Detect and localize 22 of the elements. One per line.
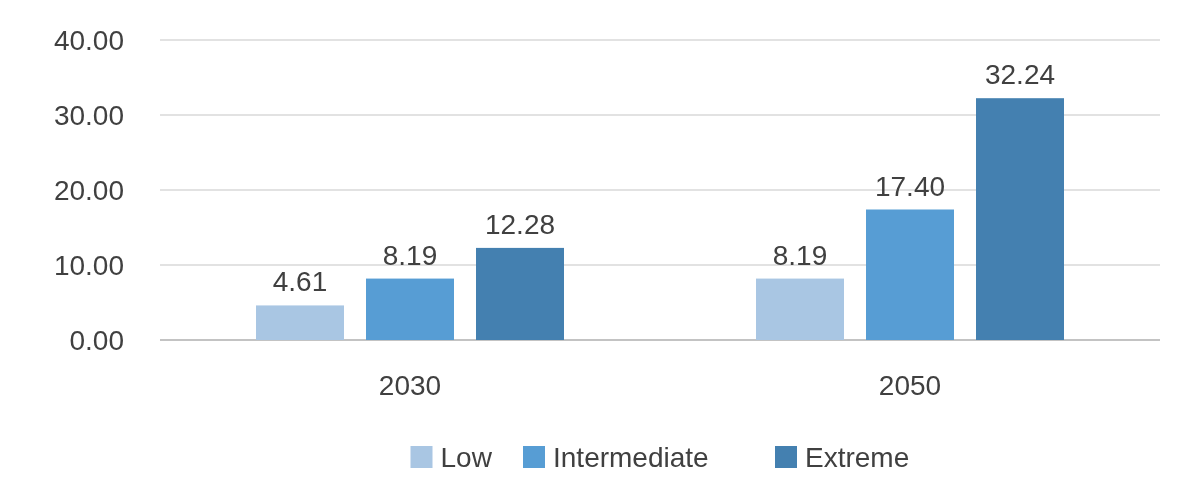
y-tick-label: 10.00 xyxy=(53,249,124,281)
y-tick-label: 0.00 xyxy=(69,324,124,356)
x-tick-label: 2030 xyxy=(378,370,442,401)
data-label: 8.19 xyxy=(772,239,828,271)
data-label: 4.61 xyxy=(272,266,328,298)
bar xyxy=(866,209,954,340)
legend-label: Low xyxy=(440,441,493,473)
bar xyxy=(756,278,844,340)
legend-label: Extreme xyxy=(805,441,910,473)
data-label: 32.24 xyxy=(984,59,1056,91)
bar xyxy=(976,98,1064,340)
y-tick-label: 20.00 xyxy=(53,174,124,206)
data-label: 8.19 xyxy=(382,239,438,271)
y-tick-label: 30.00 xyxy=(53,99,124,131)
y-tick-label: 40.00 xyxy=(53,24,124,56)
data-label: 12.28 xyxy=(484,208,556,240)
data-label: 17.40 xyxy=(874,170,946,202)
bar xyxy=(256,305,344,340)
bar xyxy=(476,247,564,340)
x-tick-label: 2050 xyxy=(878,370,942,401)
bar xyxy=(366,278,454,340)
legend-label: Intermediate xyxy=(553,441,709,473)
